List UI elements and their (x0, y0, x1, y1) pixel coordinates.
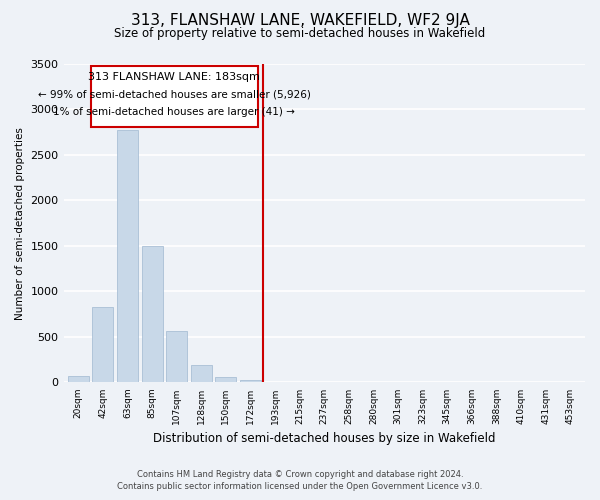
Bar (166, 332, 187, 382)
Bar (117, 130, 138, 382)
Text: 313, FLANSHAW LANE, WAKEFIELD, WF2 9JA: 313, FLANSHAW LANE, WAKEFIELD, WF2 9JA (131, 12, 469, 28)
Text: Size of property relative to semi-detached houses in Wakefield: Size of property relative to semi-detach… (115, 28, 485, 40)
Text: 313 FLANSHAW LANE: 183sqm: 313 FLANSHAW LANE: 183sqm (88, 72, 260, 82)
Text: ← 99% of semi-detached houses are smaller (5,926): ← 99% of semi-detached houses are smalle… (38, 90, 311, 100)
Bar (142, 246, 163, 382)
Bar (92, 307, 113, 382)
Bar (191, 365, 212, 382)
Text: Contains HM Land Registry data © Crown copyright and database right 2024.: Contains HM Land Registry data © Crown c… (137, 470, 463, 479)
Y-axis label: Number of semi-detached properties: Number of semi-detached properties (15, 127, 25, 320)
Bar (215, 378, 236, 382)
Bar (68, 376, 89, 382)
Text: Contains public sector information licensed under the Open Government Licence v3: Contains public sector information licen… (118, 482, 482, 491)
Bar (240, 380, 261, 382)
Text: 1% of semi-detached houses are larger (41) →: 1% of semi-detached houses are larger (4… (53, 107, 295, 117)
X-axis label: Distribution of semi-detached houses by size in Wakefield: Distribution of semi-detached houses by … (153, 432, 496, 445)
FancyBboxPatch shape (91, 66, 258, 127)
